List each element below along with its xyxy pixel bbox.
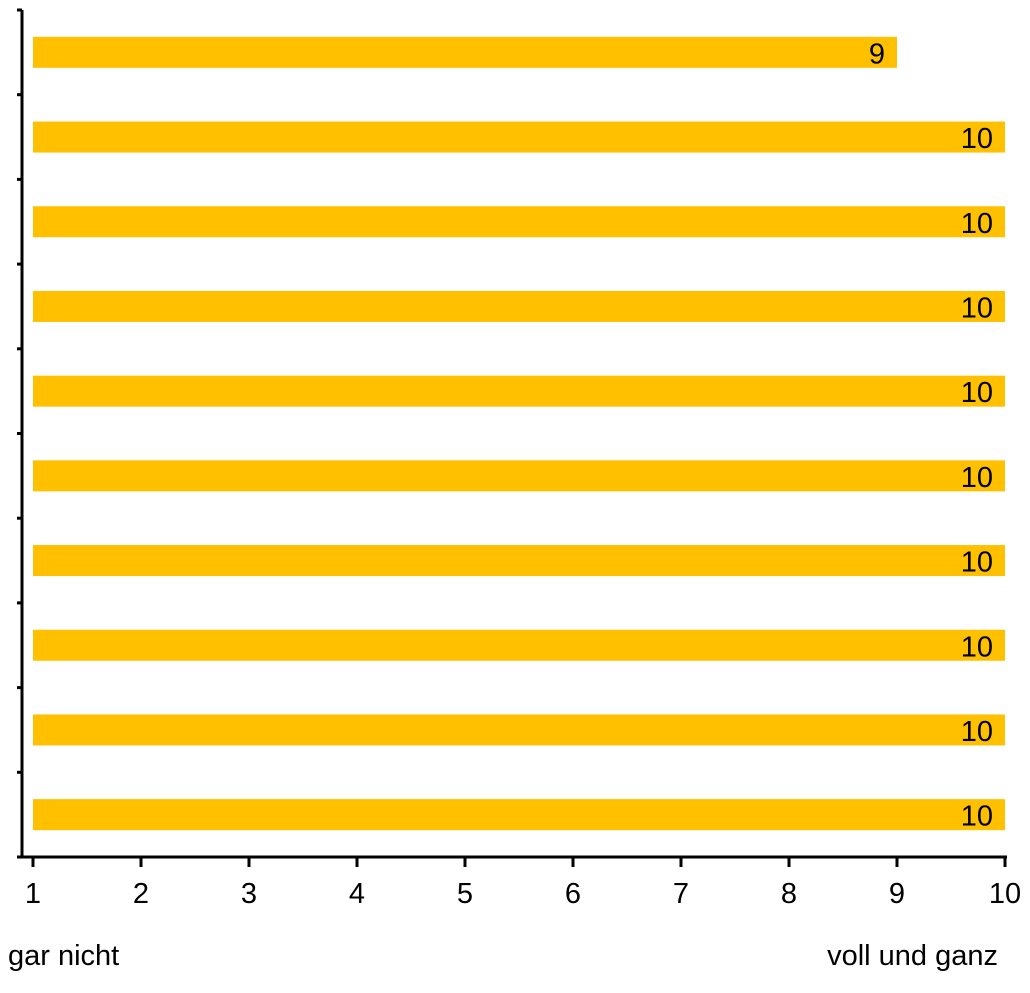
x-tick-labels-group: 1 2 3 4 5 6 7 8 9 10 (25, 878, 1021, 910)
bar-value-label: 10 (961, 462, 993, 494)
x-tick-label: 7 (673, 878, 689, 910)
bar-value-label: 10 (961, 123, 993, 155)
x-tick-label: 8 (781, 878, 797, 910)
bar (33, 121, 1005, 153)
bar (33, 799, 1005, 831)
x-tick-label: 9 (889, 878, 905, 910)
bars-group (33, 36, 1005, 831)
bar-value-label: 10 (961, 547, 993, 579)
scale-high-label: voll und ganz (827, 940, 998, 972)
bar (33, 714, 1005, 746)
x-tick-label: 6 (565, 878, 581, 910)
x-tick-label: 4 (349, 878, 365, 910)
bar (33, 290, 1005, 322)
bar-labels-group: 9 10 10 10 10 10 10 10 10 10 (869, 38, 993, 832)
bar (33, 36, 897, 68)
bar-value-label: 10 (961, 631, 993, 663)
bar-value-label: 10 (961, 801, 993, 833)
bar-value-label: 9 (869, 38, 885, 70)
bar (33, 460, 1005, 492)
bar (33, 545, 1005, 577)
x-tick-label: 1 (25, 878, 41, 910)
bar-value-label: 10 (961, 292, 993, 324)
bar-value-label: 10 (961, 716, 993, 748)
bar-value-label: 10 (961, 208, 993, 240)
x-tick-label: 5 (457, 878, 473, 910)
bar (33, 375, 1005, 407)
bar (33, 629, 1005, 661)
axes-group (17, 8, 1007, 867)
x-tick-label: 10 (989, 878, 1021, 910)
bar-value-label: 10 (961, 377, 993, 409)
x-tick-label: 2 (133, 878, 149, 910)
bar (33, 206, 1005, 238)
x-tick-label: 3 (241, 878, 257, 910)
scale-low-label: gar nicht (8, 940, 120, 972)
